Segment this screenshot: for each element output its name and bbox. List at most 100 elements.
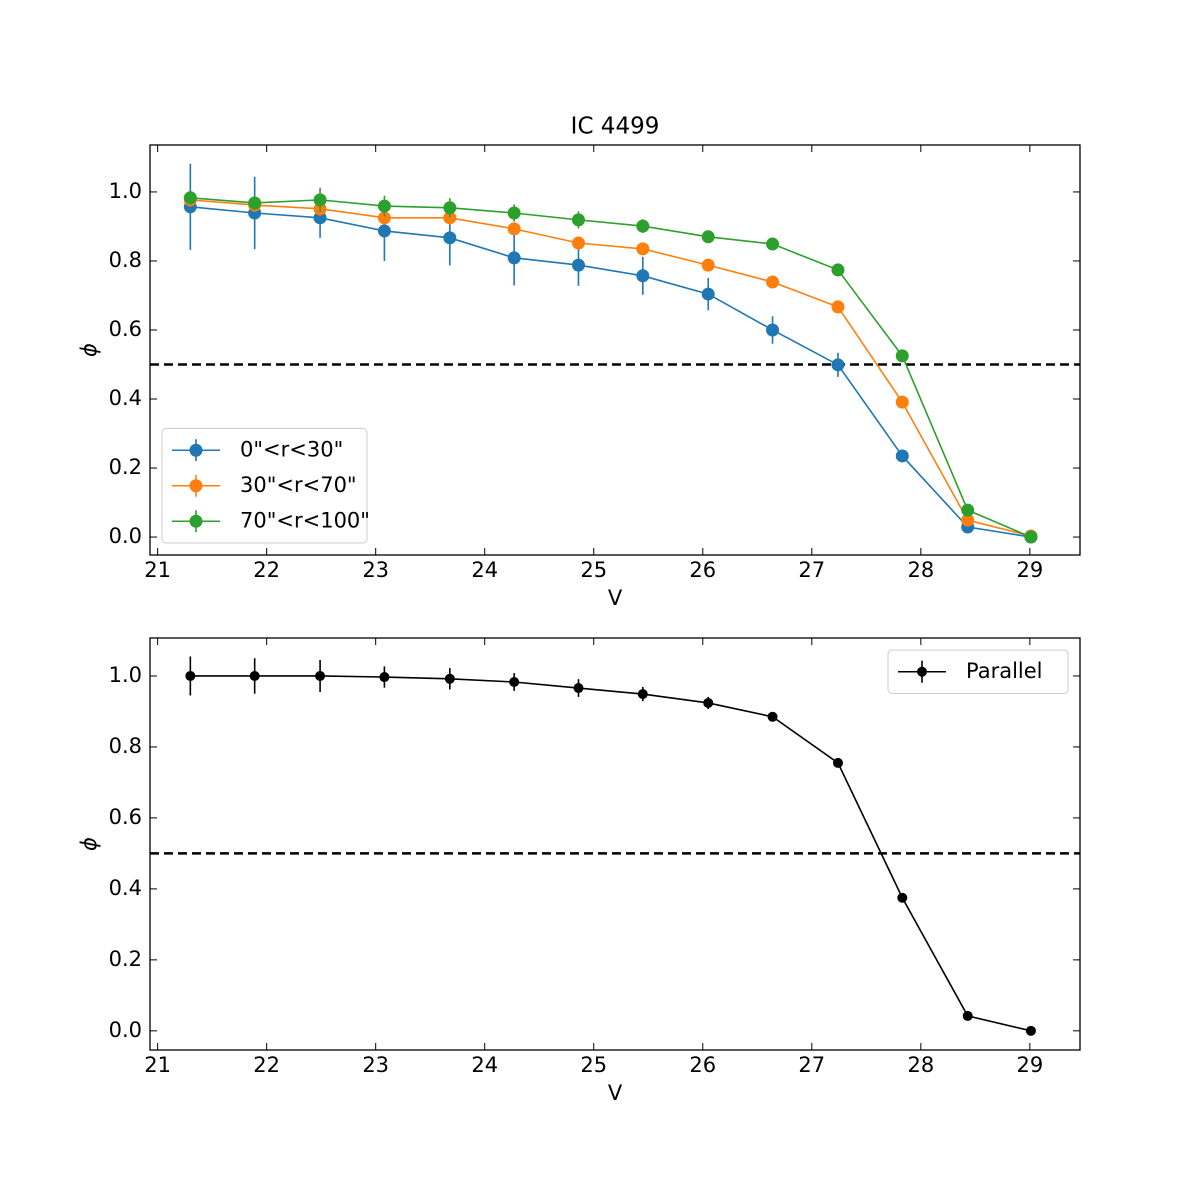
y-tick-label: 1.0 bbox=[109, 663, 142, 687]
x-tick-label: 23 bbox=[362, 558, 389, 582]
x-tick-label: 29 bbox=[1016, 1053, 1043, 1077]
data-point bbox=[509, 677, 520, 688]
x-tick-label: 21 bbox=[144, 1053, 171, 1077]
data-point bbox=[895, 395, 909, 409]
legend-label: 0"<r<30" bbox=[240, 437, 343, 461]
data-point bbox=[895, 449, 909, 463]
x-tick-label: 24 bbox=[471, 558, 498, 582]
y-tick-label: 0.8 bbox=[109, 734, 142, 758]
x-axis-label: V bbox=[608, 1081, 623, 1105]
x-tick-label: 28 bbox=[907, 558, 934, 582]
x-tick-label: 28 bbox=[907, 1053, 934, 1077]
y-tick-label: 0.4 bbox=[109, 386, 142, 410]
data-point bbox=[701, 258, 715, 272]
data-point bbox=[832, 757, 843, 768]
y-tick-label: 0.8 bbox=[109, 248, 142, 272]
y-tick-label: 1.0 bbox=[109, 179, 142, 203]
data-point bbox=[443, 231, 457, 245]
x-tick-label: 27 bbox=[798, 558, 825, 582]
y-tick-label: 0.0 bbox=[109, 524, 142, 548]
data-point bbox=[248, 196, 262, 210]
data-point bbox=[961, 513, 975, 527]
data-point bbox=[377, 199, 391, 213]
y-tick-label: 0.2 bbox=[109, 455, 142, 479]
series-line bbox=[190, 205, 1032, 538]
data-point bbox=[573, 683, 584, 694]
data-point bbox=[249, 670, 260, 681]
data-point bbox=[507, 251, 521, 265]
data-point bbox=[443, 201, 457, 215]
panel: 21 22 23 24 25 26 27 28 29 0.0 0.2 0.4 0.6 0.8 1.0 Vϕ Pa… bbox=[77, 637, 1081, 1105]
x-tick-label: 24 bbox=[471, 1053, 498, 1077]
x-tick-label: 22 bbox=[253, 558, 280, 582]
data-point bbox=[636, 242, 650, 256]
legend-label: 70"<r<100" bbox=[240, 508, 370, 532]
y-tick-label: 0.6 bbox=[109, 805, 142, 829]
data-point bbox=[897, 892, 908, 903]
data-point bbox=[185, 670, 196, 681]
data-point bbox=[183, 191, 197, 205]
data-point bbox=[377, 224, 391, 238]
data-point bbox=[703, 697, 714, 708]
data-point bbox=[831, 263, 845, 277]
data-point bbox=[1024, 530, 1038, 544]
data-point bbox=[831, 300, 845, 314]
data-point bbox=[636, 269, 650, 283]
data-point bbox=[379, 672, 390, 683]
data-point bbox=[766, 237, 780, 251]
x-tick-label: 25 bbox=[580, 558, 607, 582]
x-tick-label: 29 bbox=[1016, 558, 1043, 582]
x-tick-label: 25 bbox=[580, 1053, 607, 1077]
data-point bbox=[571, 258, 585, 272]
data-point bbox=[315, 670, 326, 681]
legend-marker bbox=[917, 666, 927, 677]
legend-marker bbox=[189, 443, 203, 457]
data-point bbox=[377, 211, 391, 225]
data-point bbox=[766, 275, 780, 289]
data-point bbox=[701, 230, 715, 244]
y-tick-label: 0.6 bbox=[109, 317, 142, 341]
x-tick-label: 21 bbox=[144, 558, 171, 582]
panel: IC 4499 21 22 23 24 25 26 27 28 29 0.0 0.2 0.4 0.6 0.8… bbox=[77, 114, 1081, 610]
data-point bbox=[637, 689, 648, 700]
legend-marker bbox=[189, 479, 203, 493]
axes-frame bbox=[149, 637, 1081, 1051]
series-line bbox=[190, 675, 1032, 1032]
legend-label: 30"<r<70" bbox=[240, 473, 357, 497]
data-point bbox=[507, 222, 521, 236]
series-line bbox=[190, 199, 1032, 537]
legend-box bbox=[887, 649, 1069, 694]
y-axis-label: ϕ bbox=[77, 343, 101, 357]
x-tick-label: 23 bbox=[362, 1053, 389, 1077]
y-tick-label: 0.4 bbox=[109, 876, 142, 900]
data-point bbox=[767, 711, 778, 722]
data-point bbox=[444, 673, 455, 684]
data-point bbox=[962, 1010, 973, 1021]
x-tick-label: 26 bbox=[689, 1053, 716, 1077]
y-tick-label: 0.2 bbox=[109, 947, 142, 971]
x-axis-label: V bbox=[608, 586, 623, 610]
y-tick-label: 0.0 bbox=[109, 1018, 142, 1042]
data-point bbox=[313, 193, 327, 207]
data-point bbox=[507, 206, 521, 220]
series-line bbox=[190, 197, 1032, 538]
data-point bbox=[701, 287, 715, 301]
data-point bbox=[961, 503, 975, 517]
data-point bbox=[831, 358, 845, 372]
data-point bbox=[636, 219, 650, 233]
x-tick-label: 27 bbox=[798, 1053, 825, 1077]
x-tick-label: 22 bbox=[253, 1053, 280, 1077]
data-point bbox=[571, 213, 585, 227]
data-point bbox=[313, 211, 327, 225]
y-axis-label: ϕ bbox=[77, 837, 101, 851]
chart-title: IC 4499 bbox=[571, 114, 660, 140]
data-point bbox=[895, 349, 909, 363]
legend-box bbox=[161, 428, 368, 544]
legend-marker bbox=[189, 514, 203, 528]
data-point bbox=[1025, 1025, 1036, 1036]
axes-frame bbox=[149, 144, 1081, 556]
data-point bbox=[766, 323, 780, 337]
x-tick-label: 26 bbox=[689, 558, 716, 582]
